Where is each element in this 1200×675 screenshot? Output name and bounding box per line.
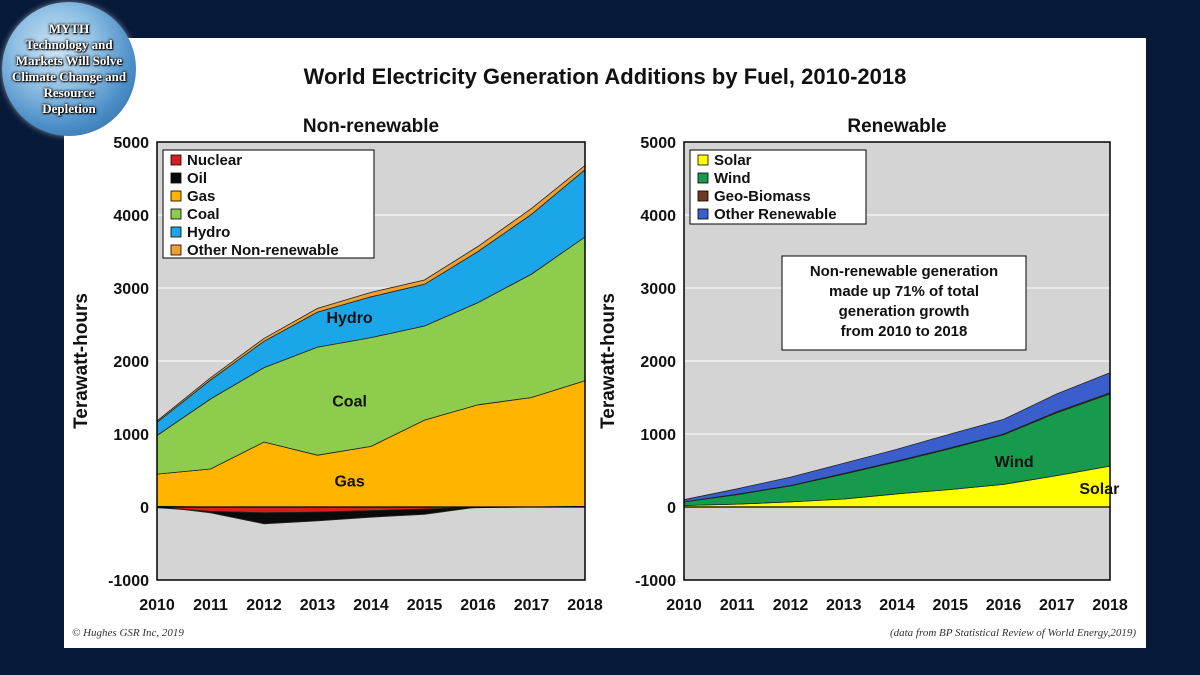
x-tick-label: 2013 <box>300 597 336 614</box>
legend-box <box>689 149 867 225</box>
legend-swatch-hydro <box>170 226 182 238</box>
badge-line: Climate Change and <box>11 69 127 84</box>
legend-swatch-gas <box>170 190 182 202</box>
area-label: Hydro <box>326 310 372 327</box>
y-tick-label: 3000 <box>113 281 149 298</box>
x-tick-label: 2018 <box>1092 597 1128 614</box>
myth-badge: MYTH Technology and Markets Will Solve Clim… <box>2 2 136 136</box>
y-tick-label: 1000 <box>113 427 149 444</box>
myth-badge-text: MYTH Technology and Markets Will Solve Clim… <box>2 21 136 117</box>
legend-swatch-nuclear <box>170 154 182 166</box>
y-axis-label: Terawatt-hours <box>71 293 92 429</box>
y-tick-label: 2000 <box>113 354 149 371</box>
y-tick-label: 5000 <box>113 135 149 152</box>
x-tick-label: 2012 <box>246 597 282 614</box>
y-tick-label: 4000 <box>113 208 149 225</box>
badge-line: MYTH <box>48 21 90 36</box>
legend-label: Other Non-renewable <box>187 242 339 259</box>
y-axis-label: Terawatt-hours <box>598 293 619 429</box>
x-tick-label: 2011 <box>720 597 755 614</box>
x-tick-label: 2018 <box>567 597 603 614</box>
annotation-line: Non-renewable generation <box>810 263 998 280</box>
y-tick-label: 0 <box>140 500 149 517</box>
legend-label: Gas <box>187 188 215 205</box>
annotation-line: from 2010 to 2018 <box>841 323 968 340</box>
legend-label: Coal <box>187 206 220 223</box>
x-tick-label: 2011 <box>193 597 228 614</box>
legend-label: Geo-Biomass <box>714 188 811 205</box>
x-tick-label: 2013 <box>826 597 862 614</box>
x-tick-label: 2017 <box>514 597 550 614</box>
panel-title: Renewable <box>847 116 946 137</box>
legend-label: Wind <box>714 170 751 187</box>
charts-svg: World Electricity Generation Additions b… <box>71 64 1128 614</box>
x-tick-label: 2014 <box>353 597 389 614</box>
y-tick-label: -1000 <box>635 573 676 590</box>
legend-label: Nuclear <box>187 152 242 169</box>
legend-label: Hydro <box>187 224 230 241</box>
badge-line: Markets Will Solve <box>15 53 123 68</box>
badge-line: Resource <box>43 85 95 100</box>
y-tick-label: 0 <box>667 500 676 517</box>
data-source-note: (data from BP Statistical Review of Worl… <box>889 627 1136 639</box>
chart-1: Renewable -1000 0 1000 2000 3000 4000 5000 2010 2… <box>598 116 1128 614</box>
panel-title: Non-renewable <box>303 116 439 137</box>
y-tick-label: 5000 <box>640 135 676 152</box>
y-tick-label: 3000 <box>640 281 676 298</box>
legend-swatch-other_nonrenewable <box>170 244 182 256</box>
chart-0: Non-renewable -1000 0 1000 2000 3000 4000 5000 2… <box>71 116 603 614</box>
x-tick-label: 2015 <box>407 597 443 614</box>
annotation-box <box>781 255 1027 351</box>
legend-label: Oil <box>187 170 207 187</box>
legend-swatch-solar <box>697 154 709 166</box>
area-label: Gas <box>334 474 364 491</box>
legend-swatch-wind <box>697 172 709 184</box>
copyright-note: © Hughes GSR Inc, 2019 <box>72 627 184 639</box>
annotation-line: made up 71% of total <box>829 283 979 300</box>
slide-panel: World Electricity Generation Additions b… <box>64 38 1146 648</box>
plot-border <box>156 141 586 581</box>
x-tick-label: 2012 <box>773 597 809 614</box>
legend-swatch-other_renewable <box>697 208 709 220</box>
badge-line: Depletion <box>42 101 96 116</box>
x-tick-label: 2017 <box>1039 597 1075 614</box>
plot-border <box>683 141 1111 581</box>
legend-label: Other Renewable <box>714 206 837 223</box>
x-tick-label: 2010 <box>139 597 175 614</box>
legend-box <box>162 149 375 259</box>
area-label: Coal <box>332 393 367 410</box>
area-label: Wind <box>995 454 1034 471</box>
chart-title: World Electricity Generation Additions b… <box>304 64 907 89</box>
y-tick-label: 1000 <box>640 427 676 444</box>
x-tick-label: 2010 <box>666 597 702 614</box>
y-tick-label: 2000 <box>640 354 676 371</box>
legend-swatch-geo_biomass <box>697 190 709 202</box>
legend-label: Solar <box>714 152 752 169</box>
legend-swatch-coal <box>170 208 182 220</box>
x-tick-label: 2014 <box>879 597 915 614</box>
badge-line: Technology and <box>25 37 113 52</box>
legend-swatch-oil <box>170 172 182 184</box>
annotation-line: generation growth <box>839 303 970 320</box>
x-tick-label: 2016 <box>986 597 1022 614</box>
area-label: Solar <box>1079 481 1119 498</box>
x-tick-label: 2015 <box>932 597 968 614</box>
y-tick-label: 4000 <box>640 208 676 225</box>
y-tick-label: -1000 <box>108 573 149 590</box>
x-tick-label: 2016 <box>460 597 496 614</box>
